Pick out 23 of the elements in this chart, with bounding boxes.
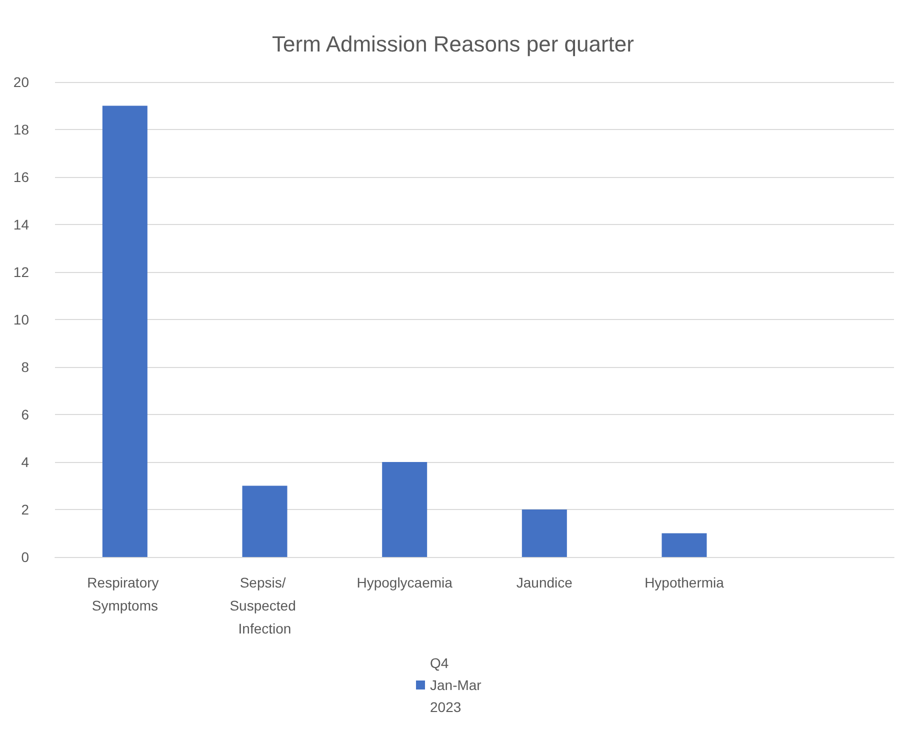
y-tick-label: 2 [21,502,30,518]
y-tick-label: 8 [21,359,30,375]
bar [662,533,707,557]
y-tick-label: 6 [21,406,30,422]
y-tick-label: 14 [13,216,30,232]
x-tick-label: Hypoglycaemia [356,574,453,590]
x-tick-label: Sepsis/ Suspected Infection [230,574,300,636]
y-tick-label: 18 [13,122,30,138]
bar [382,462,428,557]
y-tick-label: 16 [13,169,30,185]
chart-title: Term Admission Reasons per quarter [272,32,634,56]
x-tick-label: Jaundice [516,574,573,590]
y-tick-label: 12 [13,264,30,280]
legend-label: Q4 Jan-Mar 2023 [430,655,486,715]
y-tick-label: 10 [13,312,30,328]
y-tick-label: 0 [21,549,30,565]
bar [242,486,288,557]
y-tick-label: 20 [13,74,30,90]
x-tick-label: Hypothermia [644,574,724,590]
bar [522,510,567,557]
bar [102,106,148,557]
x-tick-label: Respiratory Symptoms [87,574,163,614]
y-tick-label: 4 [21,454,30,470]
